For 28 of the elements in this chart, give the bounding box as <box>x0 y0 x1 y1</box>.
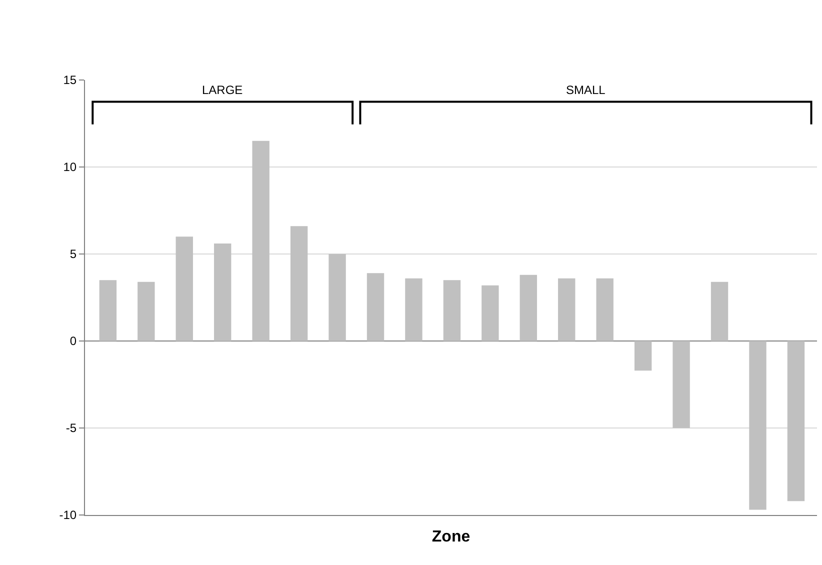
bar <box>214 244 232 341</box>
bar <box>710 282 728 341</box>
x-axis-title: Zone <box>432 528 470 546</box>
y-tick-label: 10 <box>63 160 77 174</box>
annotation: SMALL <box>566 83 606 97</box>
bar <box>366 273 384 341</box>
y-tick-label: 0 <box>70 334 77 348</box>
bar <box>328 254 346 341</box>
y-tick-label: 15 <box>63 73 77 88</box>
bar <box>290 226 308 341</box>
bar <box>672 341 690 428</box>
bar <box>443 280 461 341</box>
bar <box>482 285 499 341</box>
annotation: LARGE <box>202 83 243 97</box>
bar <box>176 236 193 341</box>
y-tick-label: 5 <box>70 247 77 262</box>
bar <box>520 274 538 341</box>
bar <box>405 278 422 341</box>
bar <box>596 278 614 341</box>
bar <box>99 280 117 341</box>
bar <box>138 282 155 341</box>
bar <box>252 140 270 341</box>
bar <box>787 341 805 502</box>
y-tick-label: -5 <box>66 421 77 436</box>
bar <box>558 278 576 341</box>
bar <box>749 341 766 510</box>
y-tick-label: -10 <box>59 508 77 522</box>
bar <box>634 341 652 371</box>
